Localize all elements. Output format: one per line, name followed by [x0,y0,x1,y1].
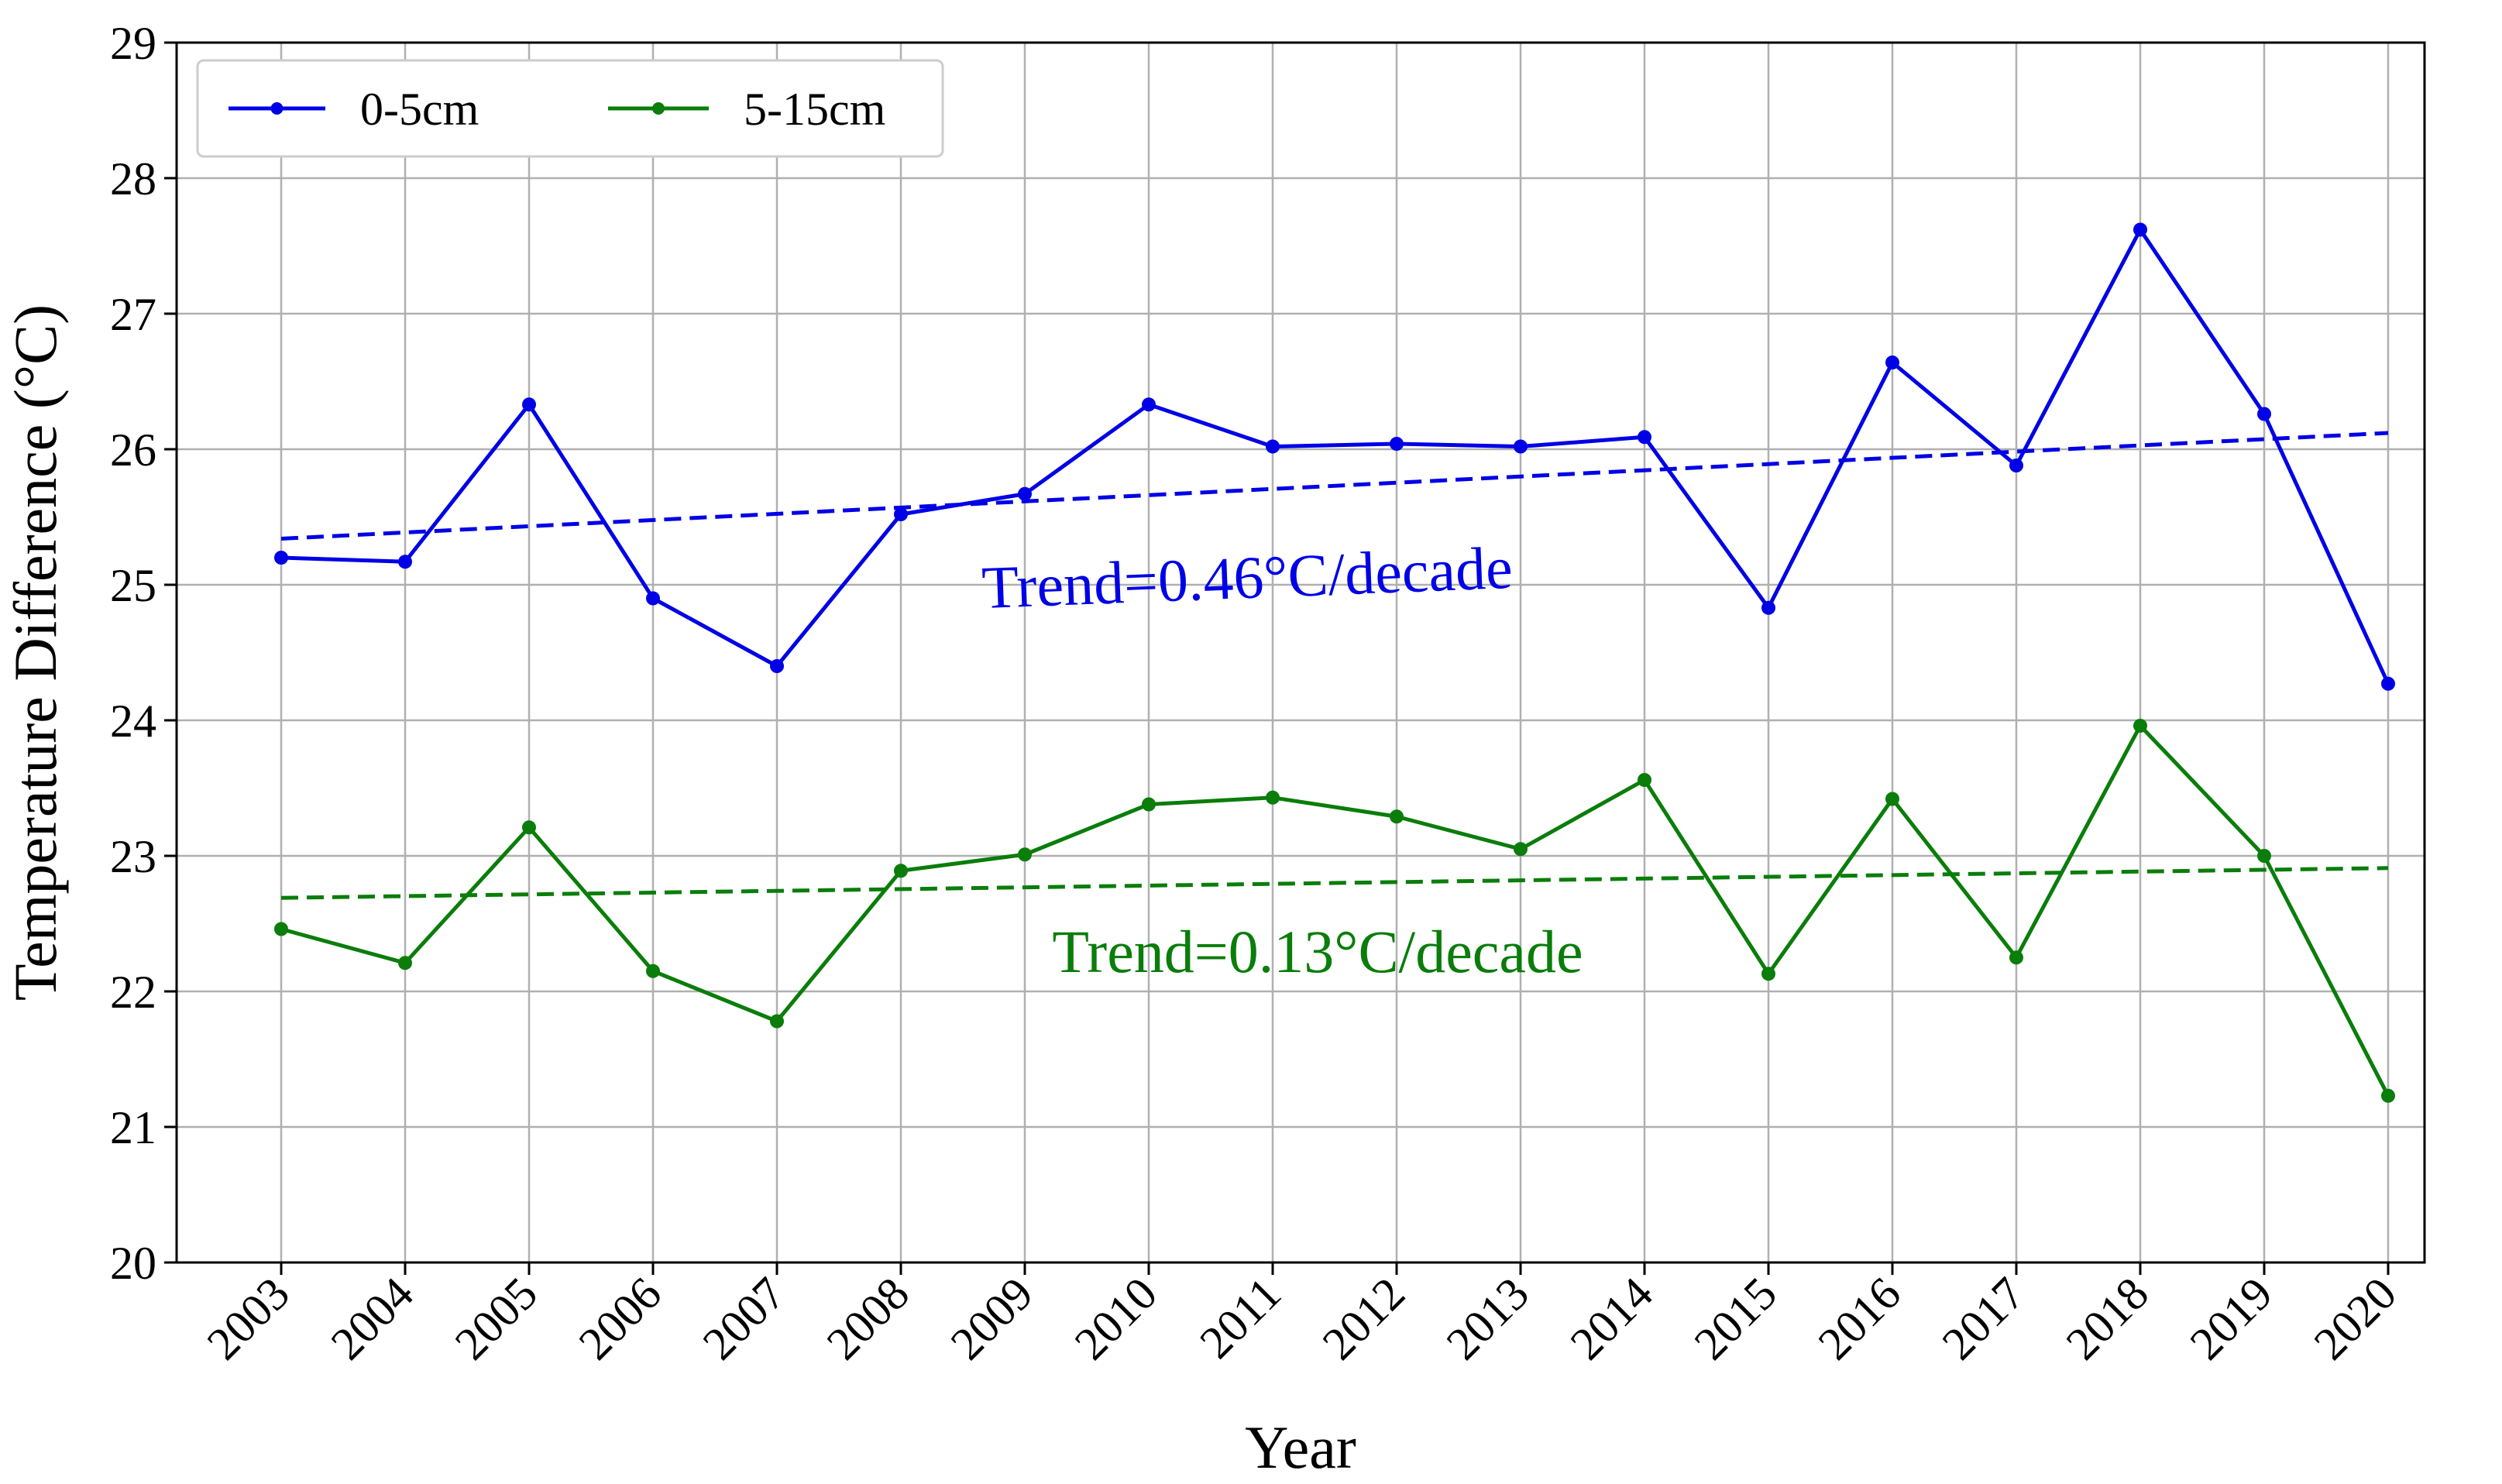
legend-marker-5-15cm [652,102,665,115]
data-point-0-5cm [1514,439,1528,454]
y-tick-label: 24 [110,696,156,747]
data-point-5-15cm [274,922,288,936]
data-point-5-15cm [894,864,908,878]
legend-box [196,59,944,158]
data-point-0-5cm [1018,486,1032,501]
y-tick-label: 27 [110,289,156,340]
data-point-5-15cm [1018,847,1032,862]
data-point-5-15cm [1142,797,1156,812]
data-point-5-15cm [1885,792,1899,806]
data-point-0-5cm [2133,222,2147,237]
y-tick-label: 26 [110,424,156,476]
trend-line-0-5cm [280,431,2389,541]
y-tick-label: 20 [110,1238,156,1289]
plot-area-frame [175,41,2426,1264]
data-point-0-5cm [2381,676,2395,691]
data-point-5-15cm [1514,842,1528,857]
data-point-5-15cm [522,820,536,835]
data-point-5-15cm [646,964,660,978]
trend-lines [280,431,2389,900]
y-tick-label: 28 [110,153,156,204]
data-point-0-5cm [646,591,660,606]
data-point-0-5cm [274,551,288,565]
y-tick-label: 21 [110,1102,156,1153]
data-point-0-5cm [2257,407,2271,421]
y-axis-label: Temperature Difference (°C) [2,304,69,1001]
y-tick-label: 29 [110,18,156,69]
legend-label-0-5cm: 0-5cm [360,84,479,135]
data-point-5-15cm [2381,1088,2395,1103]
legend-marker-0-5cm [270,102,284,115]
y-tick-label: 25 [110,560,156,611]
data-point-5-15cm [770,1014,784,1029]
data-point-5-15cm [2009,950,2023,965]
y-axis-ticks: 20 21 22 23 24 25 26 27 28 29 [110,18,177,1289]
data-point-0-5cm [522,397,536,412]
data-point-0-5cm [2009,459,2023,472]
series-line-0-5cm [280,228,2390,685]
data-point-5-15cm [1266,790,1280,805]
series-line-5-15cm [280,723,2390,1097]
data-point-5-15cm [1390,809,1404,824]
data-point-0-5cm [1142,397,1156,412]
trend-line-5-15cm [280,866,2389,900]
series-lines [274,222,2395,1103]
x-axis-label: Year [1245,1414,1356,1481]
data-point-5-15cm [2133,719,2147,733]
y-tick-label: 22 [110,967,156,1018]
data-point-0-5cm [1885,356,1899,369]
data-point-5-15cm [1761,967,1775,981]
data-point-0-5cm [1266,439,1280,454]
data-point-5-15cm [398,956,412,970]
data-point-0-5cm [1390,437,1404,451]
legend: 0-5cm 5-15cm [196,59,944,158]
data-point-5-15cm [1638,773,1651,787]
data-point-0-5cm [894,507,908,521]
data-point-5-15cm [2257,849,2271,863]
data-point-0-5cm [770,659,784,673]
data-point-0-5cm [398,555,412,569]
data-point-0-5cm [1761,600,1775,615]
y-tick-label: 23 [110,831,156,882]
legend-label-5-15cm: 5-15cm [744,84,885,135]
data-point-0-5cm [1638,430,1651,445]
trend-annotation-5-15cm: Trend=0.13°C/decade [1052,918,1583,985]
